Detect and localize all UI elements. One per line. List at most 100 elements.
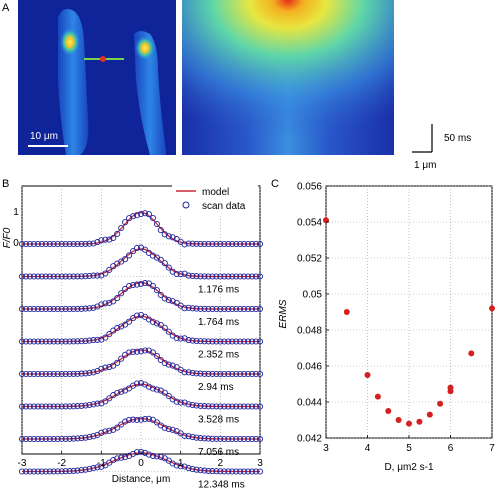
hotspot-right xyxy=(135,36,155,60)
scan-data-point xyxy=(30,435,37,443)
scan-data-point xyxy=(70,273,77,280)
scan-data-point xyxy=(217,435,224,442)
scan-data-point xyxy=(78,370,85,377)
scan-data-point xyxy=(185,401,192,408)
scan-data-point xyxy=(193,370,200,377)
scan-data-point xyxy=(256,338,264,345)
scan-data-point xyxy=(213,403,220,410)
scan-data-point xyxy=(133,281,141,288)
scan-data-point xyxy=(193,273,200,280)
scan-data-point xyxy=(130,416,137,423)
scan-data-point xyxy=(18,435,26,443)
scan-data-point xyxy=(82,402,89,409)
scan-data-point xyxy=(34,370,41,378)
scan-data-point xyxy=(30,468,37,475)
scan-data-point xyxy=(70,467,77,474)
ylabel-b: F/F0 xyxy=(2,227,13,248)
scan-data-point xyxy=(118,290,125,297)
scan-data-point xyxy=(141,416,149,423)
scan-data-point xyxy=(237,273,244,280)
scan-data-point xyxy=(98,237,105,244)
scan-data-point xyxy=(62,370,69,378)
scan-data-point xyxy=(137,210,145,218)
scan-data-point xyxy=(209,273,216,280)
scan-data-point xyxy=(74,273,81,280)
scan-data-point xyxy=(38,305,45,313)
scan-data-point xyxy=(18,370,26,378)
scan-data-point xyxy=(86,465,93,473)
scan-data-point xyxy=(98,301,105,308)
scan-data-point xyxy=(78,240,85,247)
scan-data-point xyxy=(201,305,208,312)
scan-data-point xyxy=(197,402,204,409)
scan-data-point xyxy=(185,337,192,344)
scan-data-point xyxy=(225,403,232,410)
scan-data-point xyxy=(209,435,216,442)
scan-data-point xyxy=(46,305,53,313)
scan-data-point xyxy=(145,451,152,458)
scan-data-point xyxy=(78,338,85,345)
scan-data-point xyxy=(256,370,264,378)
scan-data-point xyxy=(209,338,216,345)
scan-data-point xyxy=(237,305,244,313)
scan-data-point xyxy=(114,389,121,396)
scan-data-point xyxy=(221,435,228,443)
scale-bar-label: 10 μm xyxy=(30,131,58,142)
scan-data-point xyxy=(22,305,30,313)
scan-center-dot xyxy=(100,56,106,62)
scan-data-point xyxy=(54,338,61,345)
scan-data-point xyxy=(26,468,33,475)
scan-data-point xyxy=(106,395,113,402)
scan-data-point xyxy=(201,403,208,410)
linescan-hotspot xyxy=(182,0,394,155)
scan-data-point xyxy=(102,428,109,435)
scatter-point xyxy=(395,417,402,423)
scan-data-point xyxy=(38,370,45,378)
scan-data-point xyxy=(133,348,141,355)
scan-data-point xyxy=(161,389,168,396)
scan-data-point xyxy=(256,240,264,248)
panel-b-chart: 1.176 ms 1.764 ms 2.352 ms 2.94 ms 3.528 ms 7… xyxy=(2,184,264,491)
scan-data-point xyxy=(229,370,236,378)
panel-label-b: B xyxy=(2,178,10,190)
model-curve xyxy=(22,383,260,408)
scan-data-point xyxy=(26,435,33,443)
scan-data-point xyxy=(157,256,164,263)
scan-data-point xyxy=(90,401,97,408)
scan-data-point xyxy=(30,273,37,280)
scan-data-point xyxy=(66,468,73,475)
scan-data-point xyxy=(102,364,109,371)
scan-data-point xyxy=(58,403,65,410)
scan-data-point xyxy=(42,273,49,280)
scan-data-point xyxy=(22,338,30,345)
scan-data-point xyxy=(102,270,109,277)
scan-data-point xyxy=(62,273,69,280)
scan-data-point xyxy=(54,370,61,378)
scan-data-point xyxy=(153,386,160,393)
scan-data-point xyxy=(50,370,57,378)
scan-data-point xyxy=(161,424,168,431)
scan-data-point xyxy=(225,305,232,313)
scan-data-point xyxy=(205,435,212,442)
scan-data-point xyxy=(110,234,117,242)
scan-data-point xyxy=(26,305,33,313)
scan-data-point xyxy=(54,403,61,410)
y-tick-label-c: 0.056 xyxy=(297,182,322,193)
scan-data-point xyxy=(185,433,192,440)
scan-data-point xyxy=(173,398,180,405)
scan-data-point xyxy=(157,453,164,460)
scan-data-point xyxy=(78,467,85,474)
scan-data-point xyxy=(161,295,168,302)
x-tick-label-b: 1 xyxy=(178,458,184,469)
scan-data-point xyxy=(122,285,129,292)
scan-data-point xyxy=(233,468,240,475)
scan-data-point xyxy=(249,435,256,443)
scan-data-point xyxy=(82,305,89,312)
scan-data-point xyxy=(22,468,30,475)
scan-data-point xyxy=(249,273,256,280)
scan-data-point xyxy=(74,370,81,377)
scan-data-point xyxy=(161,260,168,267)
scan-data-point xyxy=(22,273,30,280)
scan-data-point xyxy=(66,240,73,248)
scan-data-point xyxy=(237,240,244,248)
